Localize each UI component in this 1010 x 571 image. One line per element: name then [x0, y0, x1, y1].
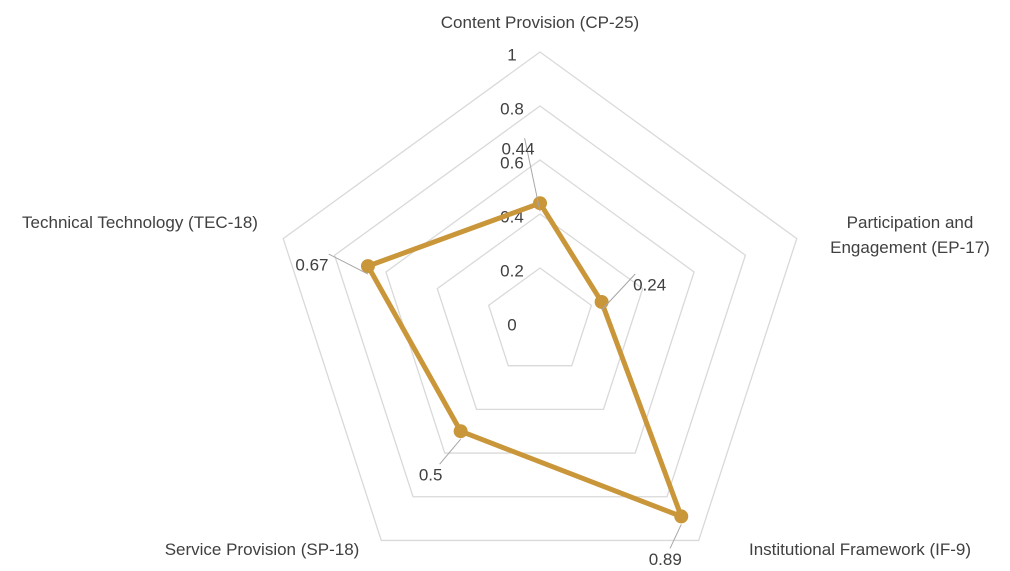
data-label: 0.24 — [633, 275, 666, 294]
data-point — [533, 196, 547, 211]
axis-tick-label: 0.2 — [500, 261, 524, 280]
data-label: 0.5 — [419, 466, 443, 485]
category-label: Content Provision (CP-25) — [440, 13, 640, 32]
category-label: Technical Technology (TEC-18) — [22, 213, 258, 232]
data-point — [594, 294, 609, 309]
leader-line — [601, 273, 636, 311]
axis-tick-label: 0.6 — [500, 153, 524, 172]
grid-ring — [385, 159, 695, 454]
axis-tick-label: 0 — [507, 315, 516, 334]
grid-ring — [436, 213, 644, 411]
category-label: Service Provision (SP-18) — [164, 540, 360, 559]
grid-ring — [333, 105, 747, 498]
leader-line — [524, 138, 541, 212]
data-point — [674, 509, 689, 524]
leader-line — [328, 253, 369, 275]
category-label: Institutional Framework (IF-9) — [749, 540, 971, 559]
grid-ring — [487, 267, 593, 367]
data-label: 0.89 — [649, 550, 682, 569]
data-label: 0.67 — [295, 256, 328, 275]
axis-tick-label: 0.8 — [500, 99, 524, 118]
data-point — [453, 424, 468, 439]
leader-line — [669, 524, 682, 549]
category-label: Participation and Engagement (EP-17) — [830, 213, 990, 257]
grid-ring — [282, 51, 798, 542]
axis-tick-label: 1 — [507, 45, 516, 64]
data-label: 0.44 — [501, 140, 534, 159]
data-point — [360, 259, 375, 274]
series-line — [365, 200, 684, 519]
leader-line — [439, 438, 462, 465]
